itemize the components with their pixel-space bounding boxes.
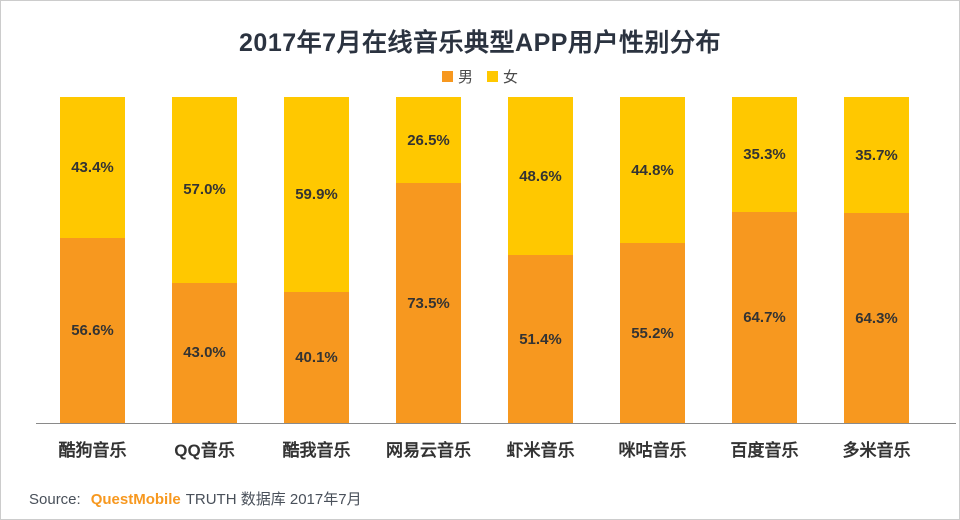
legend-item-male: 男 bbox=[441, 66, 473, 87]
category-label: 百度音乐 bbox=[730, 441, 799, 460]
source-brand: QuestMobile bbox=[90, 491, 181, 508]
value-label-male: 64.7% bbox=[743, 309, 786, 327]
bar-segment-male: 43.0% bbox=[172, 282, 237, 423]
value-label-female: 35.7% bbox=[855, 146, 898, 164]
value-label-male: 56.6% bbox=[71, 322, 114, 340]
bar-segment-male: 73.5% bbox=[396, 183, 461, 423]
category-label: 咪咕音乐 bbox=[618, 441, 687, 460]
bar-segment-female: 43.4% bbox=[60, 97, 125, 239]
category-label: 虾米音乐 bbox=[506, 441, 575, 460]
bar-group: 59.9% 40.1% bbox=[284, 97, 349, 423]
value-label-female: 35.3% bbox=[743, 146, 786, 164]
female-color-swatch bbox=[487, 71, 498, 82]
bar-segment-male: 55.2% bbox=[620, 243, 685, 423]
value-label-female: 43.4% bbox=[71, 159, 114, 177]
category-label: 网易云音乐 bbox=[386, 441, 471, 460]
bar-segment-male: 56.6% bbox=[60, 238, 125, 423]
category-label: QQ音乐 bbox=[174, 441, 235, 460]
bar-group: 57.0% 43.0% bbox=[172, 97, 237, 423]
value-label-male: 43.0% bbox=[183, 344, 226, 362]
bar-group: 48.6% 51.4% bbox=[508, 97, 573, 423]
value-label-male: 40.1% bbox=[295, 349, 338, 367]
bar-segment-male: 40.1% bbox=[284, 292, 349, 423]
value-label-male: 73.5% bbox=[407, 294, 450, 312]
value-label-male: 64.3% bbox=[855, 309, 898, 327]
bar-group: 35.3% 64.7% bbox=[732, 97, 797, 423]
bar-segment-female: 35.7% bbox=[844, 97, 909, 214]
category-label: 酷狗音乐 bbox=[58, 441, 127, 460]
bar-segment-female: 48.6% bbox=[508, 97, 573, 256]
source-line: Source: QuestMobile TRUTH 数据库 2017年7月 bbox=[29, 488, 362, 509]
bar-segment-female: 59.9% bbox=[284, 97, 349, 293]
value-label-female: 26.5% bbox=[407, 131, 450, 149]
value-label-male: 51.4% bbox=[519, 330, 562, 348]
bar-group: 43.4% 56.6% bbox=[60, 97, 125, 423]
source-text: TRUTH 数据库 2017年7月 bbox=[185, 491, 362, 508]
chart-title: 2017年7月在线音乐典型APP用户性别分布 bbox=[239, 29, 721, 57]
male-color-swatch bbox=[441, 71, 453, 82]
bar-segment-male: 64.7% bbox=[732, 212, 797, 423]
bar-segment-male: 64.3% bbox=[844, 213, 909, 423]
legend: 男 女 bbox=[1, 66, 959, 87]
bar-segment-female: 57.0% bbox=[172, 97, 237, 283]
bar-segment-male: 51.4% bbox=[508, 255, 573, 423]
bar-group: 35.7% 64.3% bbox=[844, 97, 909, 423]
legend-label-female: 女 bbox=[503, 69, 519, 86]
bar-segment-female: 26.5% bbox=[396, 97, 461, 184]
legend-item-female: 女 bbox=[487, 66, 518, 87]
source-label: Source: bbox=[29, 491, 81, 508]
value-label-female: 44.8% bbox=[631, 161, 674, 179]
value-label-female: 48.6% bbox=[519, 167, 562, 185]
value-label-male: 55.2% bbox=[631, 324, 674, 342]
bar-group: 26.5% 73.5% bbox=[396, 97, 461, 423]
bar-segment-female: 35.3% bbox=[732, 97, 797, 213]
x-axis-line bbox=[36, 423, 956, 424]
category-label: 多米音乐 bbox=[842, 441, 911, 460]
value-label-female: 57.0% bbox=[183, 181, 226, 199]
bar-segment-female: 44.8% bbox=[620, 97, 685, 244]
category-label: 酷我音乐 bbox=[282, 441, 351, 460]
value-label-female: 59.9% bbox=[295, 186, 338, 204]
bar-group: 44.8% 55.2% bbox=[620, 97, 685, 423]
legend-label-male: 男 bbox=[457, 69, 473, 86]
